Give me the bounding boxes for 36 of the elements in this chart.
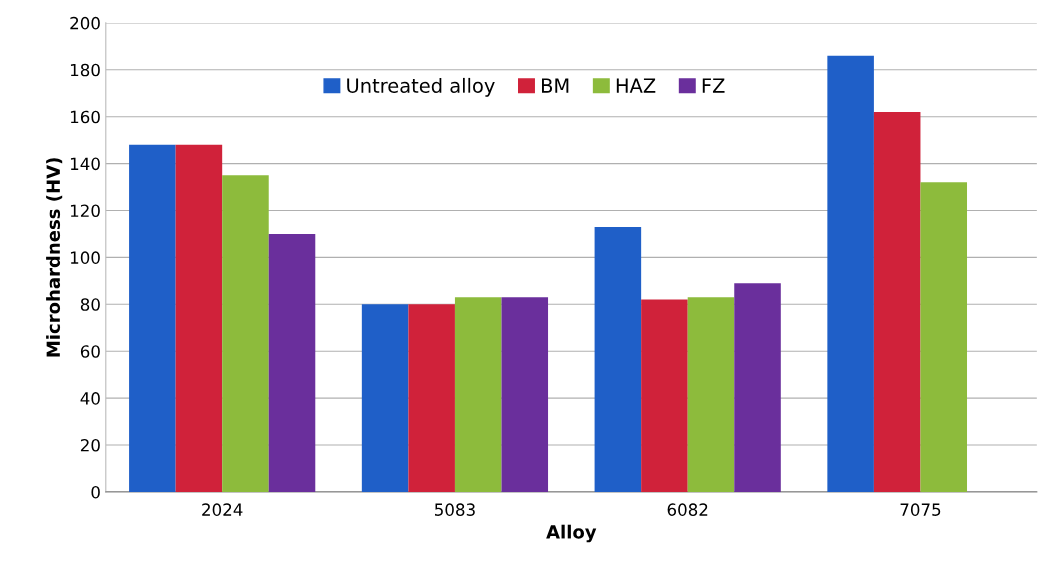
bar (268, 233, 316, 492)
y-tick-label: 140 (70, 157, 100, 171)
y-tick-label: 80 (80, 298, 100, 311)
bar (687, 297, 735, 492)
bar (827, 55, 874, 492)
y-tick-label: 100 (70, 251, 100, 264)
y-tick-label: 20 (80, 438, 100, 452)
bar (641, 299, 688, 492)
bar (873, 112, 921, 492)
bar (501, 297, 549, 492)
x-tick-label: 7075 (900, 503, 941, 516)
y-tick-label: 60 (80, 345, 100, 358)
bar (594, 226, 642, 492)
legend-label: FZ (702, 78, 725, 93)
x-tick-label: 6082 (667, 503, 708, 516)
x-tick-label: 5083 (435, 503, 475, 516)
bar (734, 283, 781, 492)
legend-label: BM (542, 78, 569, 93)
bar (920, 182, 968, 492)
bar (129, 144, 176, 492)
y-tick-label: 200 (70, 16, 100, 30)
bar (175, 144, 223, 492)
bar (454, 297, 502, 492)
y-tick-label: 40 (80, 392, 100, 405)
y-tick-label: 0 (91, 485, 100, 499)
legend-label: Untreated alloy (347, 77, 495, 97)
bar (361, 304, 409, 492)
legend-label: HAZ (616, 78, 656, 93)
bar (408, 304, 455, 492)
y-tick-label: 180 (70, 63, 100, 77)
y-tick-label: 120 (70, 204, 100, 218)
bar (222, 175, 269, 492)
y-axis-title: Microhardness (HV) (46, 158, 63, 357)
y-tick-label: 160 (70, 110, 100, 124)
x-tick-label: 2024 (202, 503, 243, 516)
x-axis-title: Alloy (546, 524, 597, 543)
